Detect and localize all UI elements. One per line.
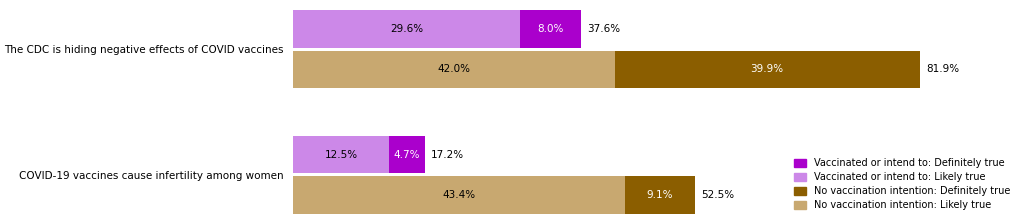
Text: 17.2%: 17.2% — [431, 150, 464, 160]
Text: 29.6%: 29.6% — [390, 24, 423, 34]
Legend: Vaccinated or intend to: Definitely true, Vaccinated or intend to: Likely true, : Vaccinated or intend to: Definitely true… — [790, 154, 1015, 215]
Text: 42.0%: 42.0% — [437, 64, 470, 74]
Bar — [614, 51, 920, 88]
Text: 8.0%: 8.0% — [538, 24, 563, 34]
Bar — [294, 51, 614, 88]
Bar — [294, 136, 389, 173]
Bar — [294, 11, 520, 48]
Text: 52.5%: 52.5% — [701, 190, 734, 200]
Bar — [294, 176, 626, 213]
Text: 12.5%: 12.5% — [325, 150, 357, 160]
Text: 39.9%: 39.9% — [751, 64, 783, 74]
Text: 9.1%: 9.1% — [647, 190, 674, 200]
Bar — [626, 176, 695, 213]
Text: 4.7%: 4.7% — [393, 150, 420, 160]
Text: 43.4%: 43.4% — [442, 190, 476, 200]
Bar — [389, 136, 425, 173]
Text: 37.6%: 37.6% — [587, 24, 621, 34]
Bar — [520, 11, 581, 48]
Text: 81.9%: 81.9% — [926, 64, 958, 74]
